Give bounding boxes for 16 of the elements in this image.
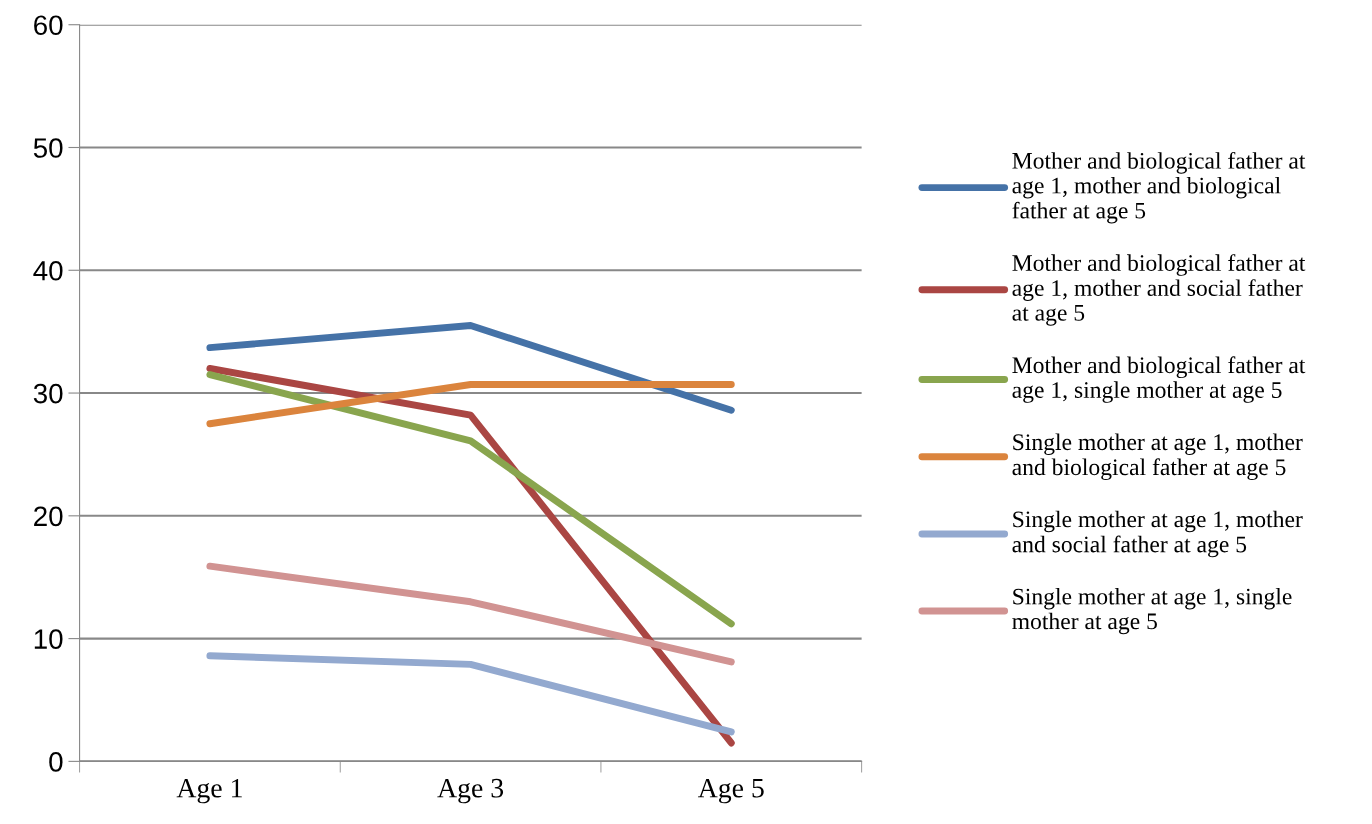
legend-label: Single mother at age 1, mother and biological father at age 5 — [1012, 433, 1303, 481]
legend-label: Single mother at age 1, single mother at age 5 — [1012, 587, 1292, 635]
x-tick-label: Age 1 — [176, 778, 242, 804]
legend-label: Mother and biological father at age 1, mother and biological father at age 5 — [1012, 151, 1306, 224]
y-tick-label: 20 — [34, 506, 63, 527]
y-tick-label: 40 — [33, 260, 63, 281]
y-tick-label: 60 — [34, 15, 63, 36]
y-tick-label: 50 — [33, 138, 63, 158]
y-tick-label: 10 — [34, 629, 63, 649]
x-tick-label: Age 3 — [437, 778, 504, 804]
x-tick-label: Age 5 — [697, 778, 764, 804]
legend-label: Single mother at age 1, mother and social father at age 5 — [1012, 510, 1303, 558]
y-tick-label: 30 — [33, 383, 63, 404]
legend-label: Mother and biological father at age 1, mother and social father at age 5 — [1012, 254, 1306, 326]
legend-label: Mother and biological father at age 1, single mother at age 5 — [1012, 356, 1306, 403]
y-tick-label: 0 — [49, 752, 63, 772]
